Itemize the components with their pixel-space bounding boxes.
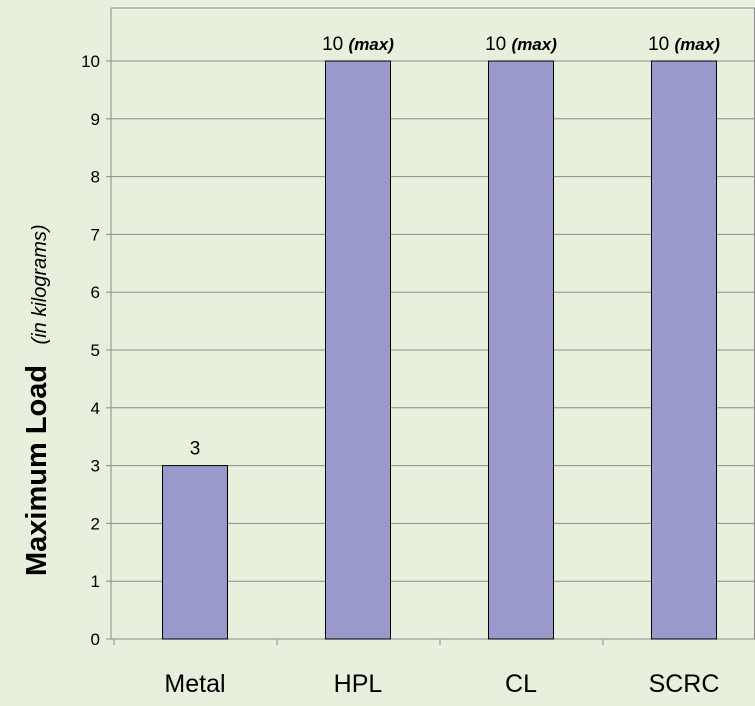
x-category-label-hpl: HPL [334,670,383,698]
y-tick-label: 7 [91,225,100,244]
x-category-label-metal: Metal [164,670,225,698]
bars [162,60,717,640]
y-tick-label: 9 [91,110,100,129]
y-tick-label: 6 [91,283,100,302]
labels: 3 Metal 10 (max) HPL 10 (max) CL 10 (max) SCRC [164,34,720,698]
y-tick-label: 5 [91,341,100,360]
y-tick-label: 4 [91,399,100,418]
y-axis-title: Maximum Load [21,365,53,576]
x-category-label-cl: CL [505,670,537,698]
data-label-scrc: 10 (max) [648,34,720,55]
y-tick-label: 1 [91,572,100,591]
y-axis-label: Maximum Load (in kilograms) [21,224,53,576]
y-tick-label: 10 [81,52,100,71]
y-axis-unit: (in kilograms) [29,224,51,344]
data-label-cl: 10 (max) [485,34,557,55]
bar-scrc [651,60,717,640]
bar-hpl [325,60,391,640]
bar-cl [488,60,554,640]
data-label-metal: 3 [190,439,201,460]
y-tick-label: 0 [91,630,100,649]
y-tick-label: 8 [91,168,100,187]
bar-metal [162,465,228,640]
y-tick-label: 3 [91,457,100,476]
x-category-label-scrc: SCRC [649,670,720,698]
y-tick-label: 2 [91,514,100,533]
data-label-hpl: 10 (max) [322,34,394,55]
